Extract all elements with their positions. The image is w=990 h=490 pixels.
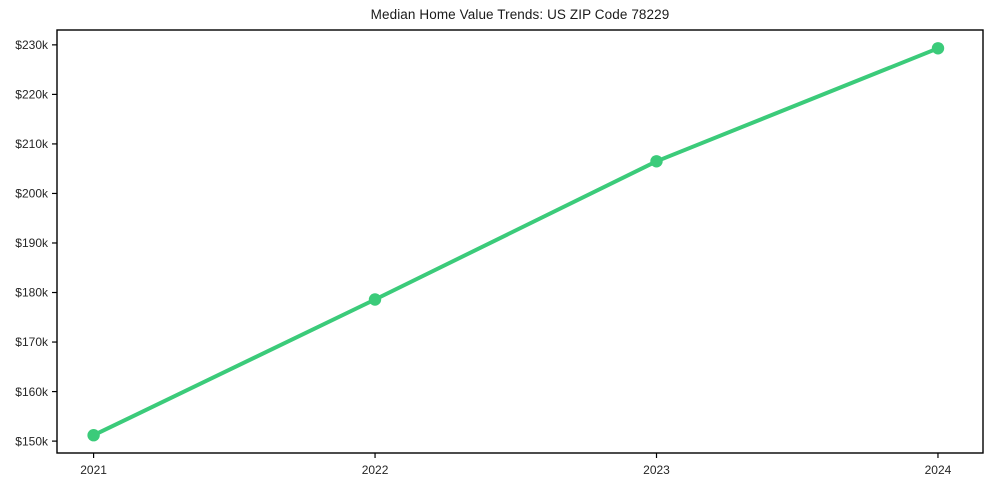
y-tick-label: $160k — [15, 385, 49, 399]
y-tick-label: $190k — [15, 236, 49, 250]
trend-line — [91, 46, 940, 438]
y-tick-label: $200k — [15, 187, 49, 201]
y-tick-label: $170k — [15, 335, 49, 349]
x-tick-label: 2022 — [362, 463, 389, 477]
x-tick-label: 2023 — [643, 463, 670, 477]
y-tick-label: $210k — [15, 137, 49, 151]
x-tick-label: 2024 — [925, 463, 952, 477]
plot-border — [56, 29, 984, 454]
y-tick-label: $150k — [15, 434, 49, 448]
data-point-2022 — [368, 293, 382, 306]
chart-title: Median Home Value Trends: US ZIP Code 78… — [370, 7, 670, 22]
x-tick-label: 2021 — [80, 463, 107, 477]
data-point-2023 — [650, 155, 663, 168]
data-point-2024 — [931, 42, 945, 55]
y-tick-label: $230k — [15, 38, 49, 52]
y-tick-label: $220k — [15, 88, 49, 102]
data-point-2021 — [87, 429, 100, 442]
y-tick-label: $180k — [15, 286, 49, 300]
